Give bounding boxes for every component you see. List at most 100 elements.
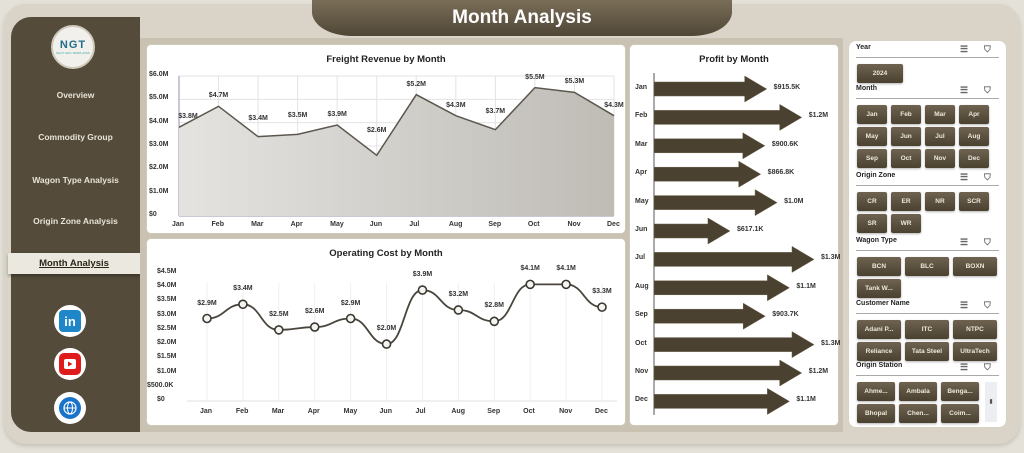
slicer-button-month[interactable]: Jul bbox=[925, 127, 955, 146]
slicer-button-origin_zone[interactable]: SR bbox=[857, 214, 887, 233]
x-tick-label: Jan bbox=[172, 221, 185, 228]
sidebar-item-overview[interactable]: Overview bbox=[56, 90, 95, 100]
slicer-button-month[interactable]: Oct bbox=[891, 149, 921, 168]
data-label: $3.5M bbox=[287, 112, 308, 120]
y-tick-label: Mar bbox=[635, 140, 648, 148]
x-tick-label: Sep bbox=[487, 408, 501, 415]
data-label: $1.0M bbox=[784, 197, 804, 205]
data-label: $866.8K bbox=[767, 169, 795, 177]
slicer-button-month[interactable]: May bbox=[857, 127, 887, 146]
slicer-header-customer_name: Customer Name ☰ ⛉ bbox=[856, 300, 999, 314]
slicer-header-year: Year ☰ ⛉ bbox=[856, 44, 999, 58]
data-label: $2.5M bbox=[269, 310, 289, 318]
slicer-button-customer_name[interactable]: NTPC bbox=[953, 320, 997, 339]
freight-revenue-plot bbox=[178, 75, 615, 217]
x-tick-label: Feb bbox=[211, 221, 224, 228]
clear-filter-icon[interactable]: ⛉ bbox=[984, 300, 991, 310]
multi-select-icon[interactable]: ☰ bbox=[960, 85, 969, 95]
slicer-button-origin_station[interactable]: Ambala bbox=[899, 382, 937, 401]
slicer-button-customer_name[interactable]: UltraTech bbox=[953, 342, 997, 361]
x-tick-label: Nov bbox=[567, 221, 581, 228]
multi-select-icon[interactable]: ☰ bbox=[960, 362, 969, 372]
data-label: $3.4M bbox=[233, 285, 253, 293]
slicer-button-origin_zone[interactable]: NR bbox=[925, 192, 955, 211]
clear-filter-icon[interactable]: ⛉ bbox=[984, 237, 991, 247]
sidebar-item-origin-zone-analysis[interactable]: Origin Zone Analysis bbox=[33, 216, 118, 226]
operating-cost-chart: Operating Cost by Month $0 $500.0K $1.0M $1… bbox=[146, 238, 626, 426]
clear-filter-icon[interactable]: ⛉ bbox=[984, 172, 991, 182]
clear-filter-icon[interactable]: ⛉ bbox=[984, 44, 991, 54]
multi-select-icon[interactable]: ☰ bbox=[960, 172, 969, 182]
origin-station-scrollbar[interactable]: ▮ bbox=[985, 382, 997, 422]
slicer-title: Month bbox=[856, 85, 877, 92]
slicer-title: Customer Name bbox=[856, 300, 910, 307]
slicer-button-wagon_type[interactable]: Tank W... bbox=[857, 279, 901, 298]
sidebar-item-commodity-group[interactable]: Commodity Group bbox=[38, 132, 113, 142]
slicer-button-month[interactable]: Jan bbox=[857, 105, 887, 124]
data-label: $1.2M bbox=[808, 368, 829, 375]
slicer-button-month[interactable]: Apr bbox=[959, 105, 989, 124]
clear-filter-icon[interactable]: ⛉ bbox=[984, 85, 991, 95]
y-tick-label: Dec bbox=[635, 396, 648, 404]
y-tick-label: Jan bbox=[635, 84, 648, 91]
multi-select-icon[interactable]: ☰ bbox=[960, 44, 969, 54]
slicer-button-origin_station[interactable]: Bhopal bbox=[857, 404, 895, 423]
data-label: $900.6K bbox=[771, 140, 799, 148]
data-label: $3.4M bbox=[248, 114, 268, 122]
globe-icon bbox=[59, 397, 81, 419]
website-button[interactable] bbox=[54, 392, 86, 424]
slicer-button-month[interactable]: Dec bbox=[959, 149, 989, 168]
youtube-button[interactable] bbox=[54, 348, 86, 380]
slicer-button-month[interactable]: Mar bbox=[925, 105, 955, 124]
slicer-button-origin_zone[interactable]: WR bbox=[891, 214, 921, 233]
y-tick-label: $4.0M bbox=[149, 117, 169, 125]
multi-select-icon[interactable]: ☰ bbox=[960, 300, 969, 310]
slicer-button-month[interactable]: Aug bbox=[959, 127, 989, 146]
slicer-button-wagon_type[interactable]: BCN bbox=[857, 257, 901, 276]
data-label: $4.3M bbox=[604, 101, 624, 109]
data-label: $4.7M bbox=[208, 92, 229, 100]
slicer-button-origin_zone[interactable]: CR bbox=[857, 192, 887, 211]
slicer-button-customer_name[interactable]: Adani P... bbox=[857, 320, 901, 339]
x-tick-label: May bbox=[330, 221, 344, 228]
slicer-button-month[interactable]: Nov bbox=[925, 149, 955, 168]
clear-filter-icon[interactable]: ⛉ bbox=[984, 362, 991, 372]
slicer-button-month[interactable]: Jun bbox=[891, 127, 921, 146]
slicer-title: Wagon Type bbox=[856, 237, 897, 244]
slicer-button-wagon_type[interactable]: BLC bbox=[905, 257, 949, 276]
slicer-button-origin_station[interactable]: Coim... bbox=[941, 404, 979, 423]
chart-title: Freight Revenue by Month bbox=[326, 54, 446, 65]
data-label: $617.1K bbox=[736, 226, 764, 233]
linkedin-button[interactable]: in bbox=[54, 305, 86, 337]
slicer-button-origin_station[interactable]: Chen... bbox=[899, 404, 937, 423]
slicer-button-origin_zone[interactable]: ER bbox=[891, 192, 921, 211]
data-label: $3.7M bbox=[485, 107, 506, 115]
slicer-button-origin_zone[interactable]: SCR bbox=[959, 192, 989, 211]
x-tick-label: Jun bbox=[369, 221, 383, 228]
slicer-button-year[interactable]: 2024 bbox=[857, 64, 903, 83]
slicer-button-customer_name[interactable]: Reliance bbox=[857, 342, 901, 361]
slicer-button-origin_station[interactable]: Ahme... bbox=[857, 382, 895, 401]
x-tick-label: Mar bbox=[251, 221, 264, 228]
slicer-button-month[interactable]: Sep bbox=[857, 149, 887, 168]
sidebar-item-month-analysis[interactable]: Month Analysis bbox=[8, 253, 140, 274]
logo-text: NGT bbox=[59, 39, 87, 51]
profit-plot bbox=[653, 73, 815, 415]
x-tick-label: Jan bbox=[200, 408, 213, 415]
slicer-panel bbox=[848, 40, 1007, 428]
slicer-button-origin_station[interactable]: Benga... bbox=[941, 382, 979, 401]
slicer-button-wagon_type[interactable]: BOXN bbox=[953, 257, 997, 276]
slicer-button-customer_name[interactable]: ITC bbox=[905, 320, 949, 339]
x-tick-label: Jul bbox=[415, 408, 426, 415]
y-tick-label: $3.0M bbox=[157, 310, 177, 318]
slicer-button-month[interactable]: Feb bbox=[891, 105, 921, 124]
y-tick-label: $3.5M bbox=[157, 296, 177, 304]
slicer-button-customer_name[interactable]: Tata Steel bbox=[905, 342, 949, 361]
y-tick-label: $0 bbox=[149, 211, 157, 218]
sidebar-item-wagon-type-analysis[interactable]: Wagon Type Analysis bbox=[32, 175, 119, 185]
slicer-title: Origin Station bbox=[856, 362, 903, 369]
x-tick-label: Aug bbox=[451, 408, 465, 415]
x-tick-label: Nov bbox=[559, 408, 573, 415]
multi-select-icon[interactable]: ☰ bbox=[960, 237, 969, 247]
sidebar: NGT NEXT GEN TEMPLATES Overview Commodit… bbox=[8, 17, 140, 432]
